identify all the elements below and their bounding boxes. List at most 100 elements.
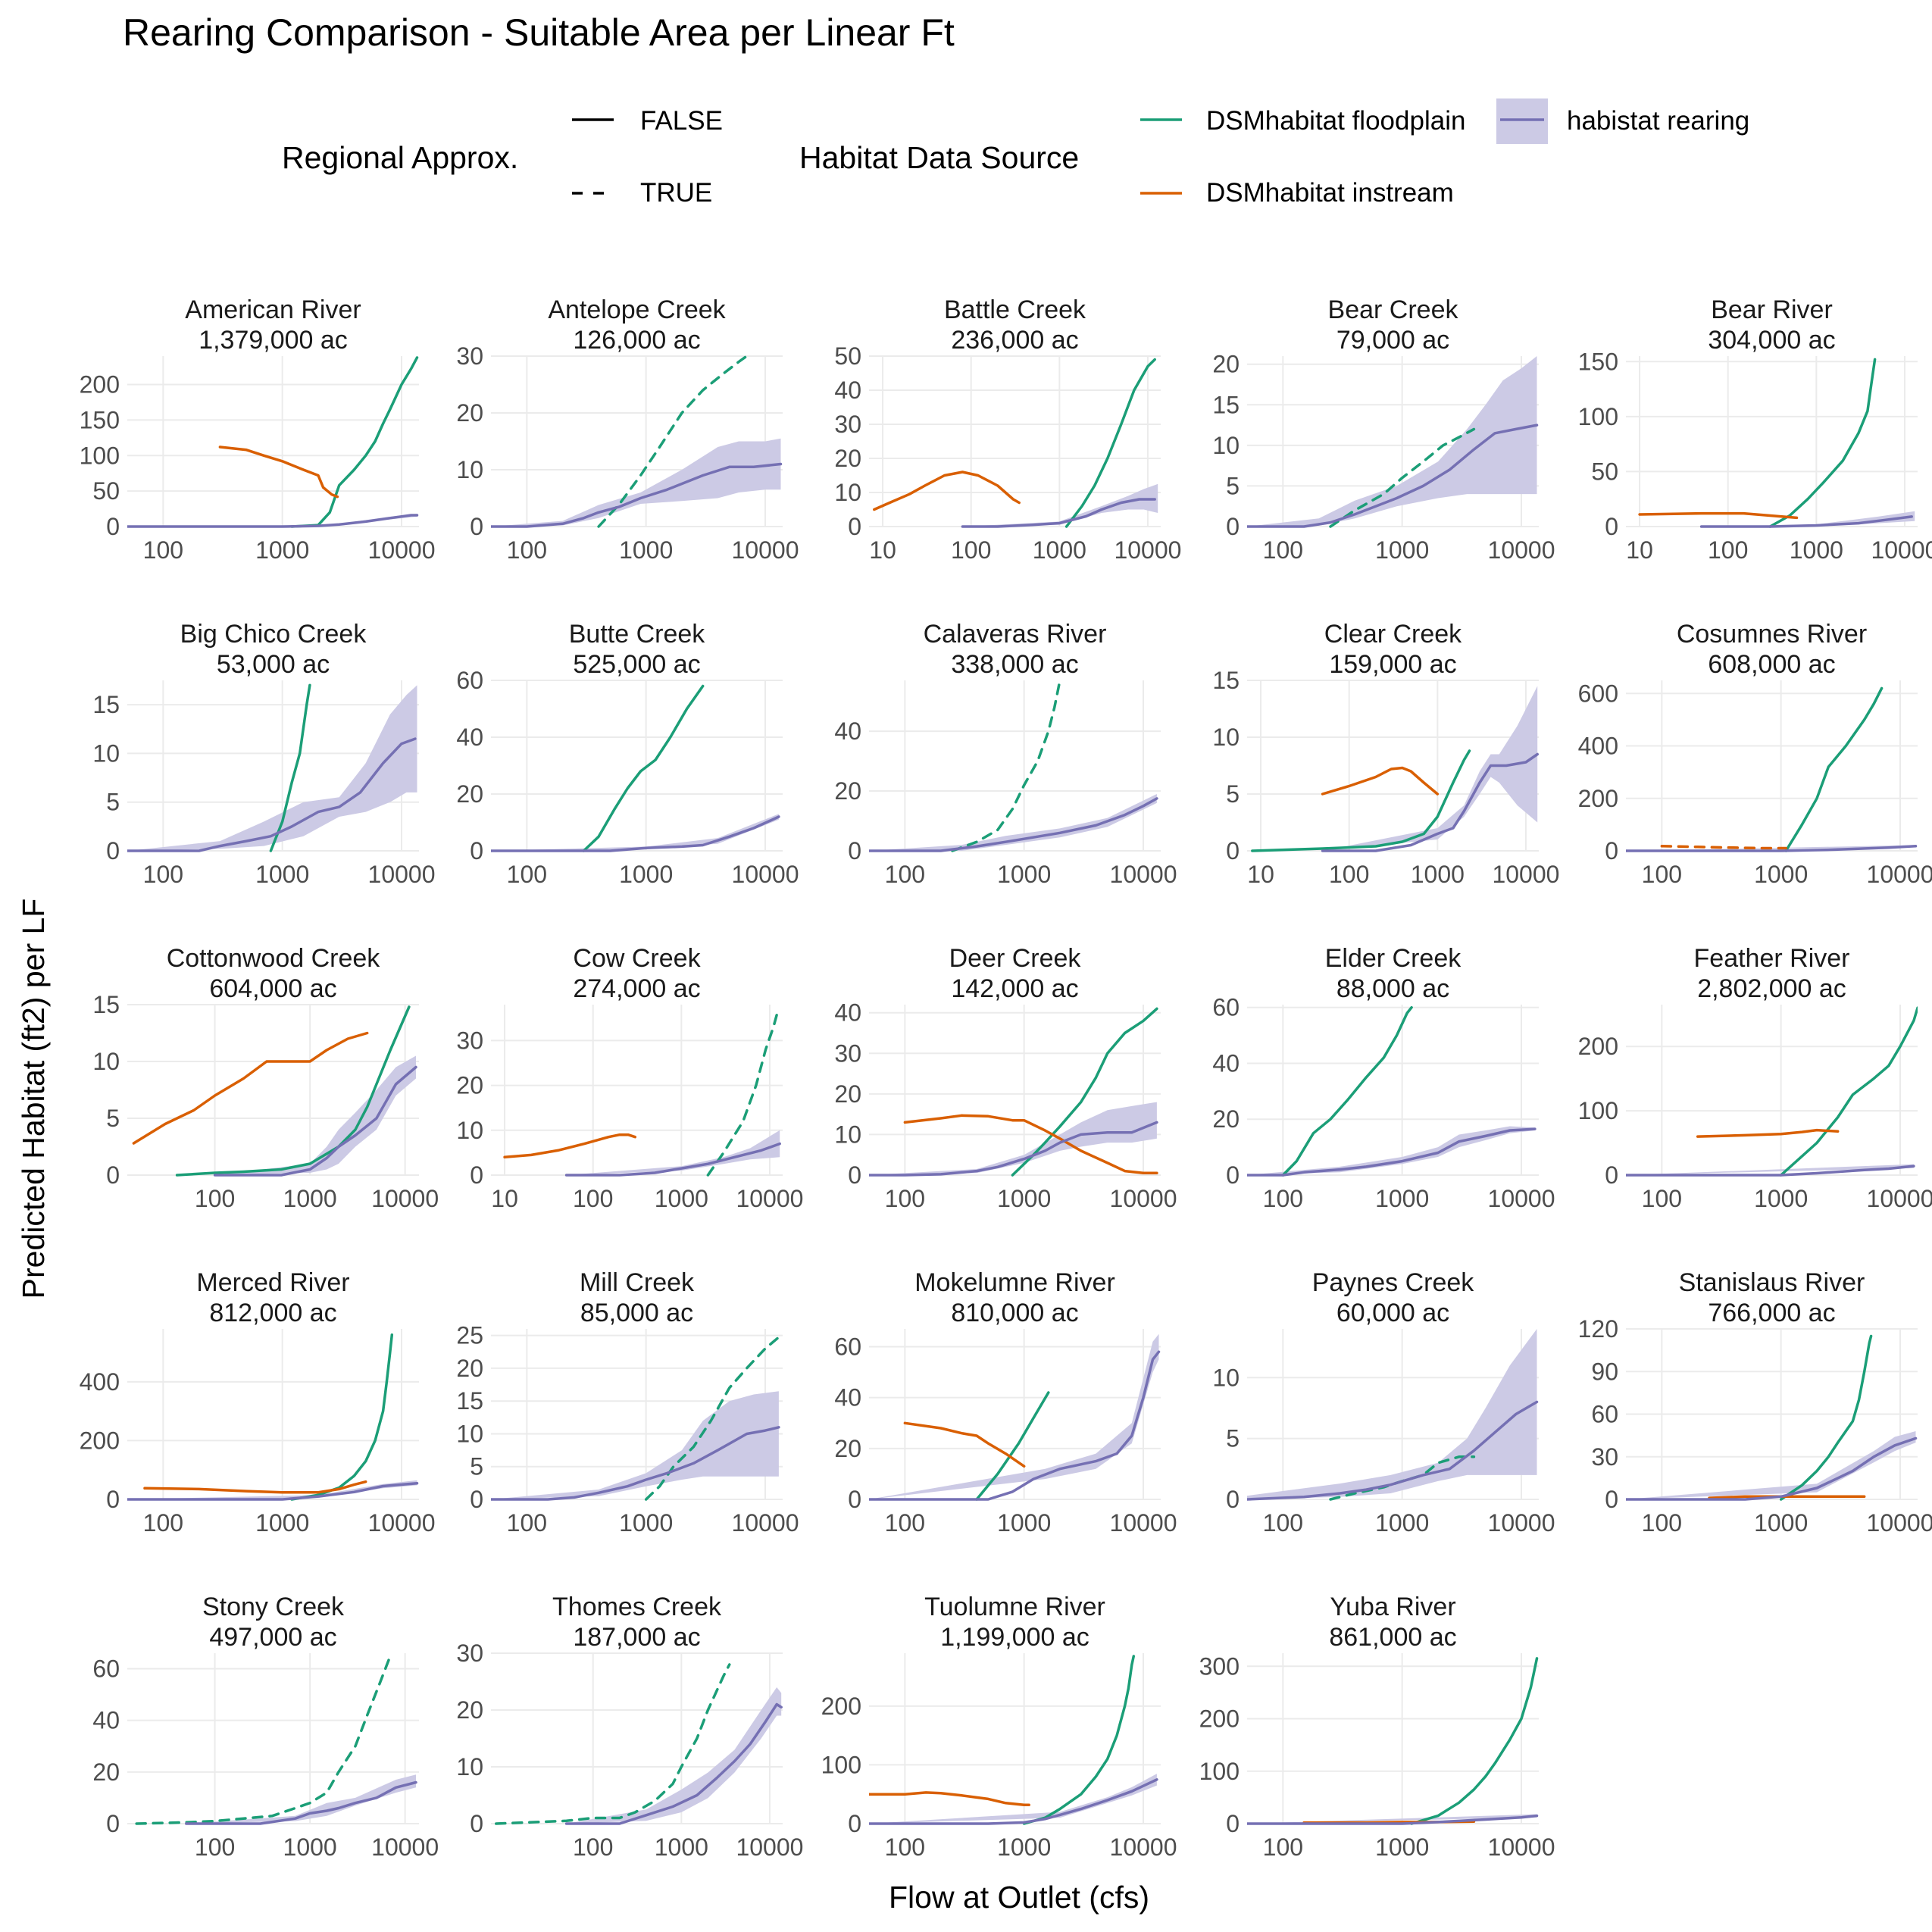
x-tick-label: 100 — [143, 536, 183, 564]
x-tick-label: 10000 — [1492, 861, 1559, 888]
floodplain-line — [1768, 358, 1877, 528]
x-tick-label: 1000 — [1375, 1509, 1429, 1537]
x-tick-label: 100 — [1642, 861, 1682, 888]
floodplain-line — [135, 1654, 392, 1825]
habistat-ribbon — [1626, 1431, 1916, 1499]
panel-area: 812,000 ac — [209, 1299, 336, 1327]
legend-label-habistat: habistat rearing — [1567, 106, 1749, 136]
floodplain-line — [706, 1008, 780, 1177]
panel-marks — [869, 1007, 1158, 1177]
y-tick-label: 40 — [834, 717, 861, 745]
panel-marks — [491, 1333, 783, 1501]
x-tick-label: 10 — [1247, 861, 1274, 888]
habistat-line — [869, 1778, 1158, 1825]
x-tick-label: 10000 — [371, 1185, 439, 1212]
habistat-ribbon — [1247, 356, 1537, 527]
x-tick-label: 1000 — [997, 1185, 1051, 1212]
x-tick-label: 100 — [1263, 1185, 1303, 1212]
panel-area: 159,000 ac — [1329, 650, 1456, 679]
legend-key-habistat-ribbon — [1496, 98, 1548, 144]
panel-title: Stony Creek — [202, 1593, 345, 1621]
y-tick-label: 30 — [1591, 1443, 1618, 1471]
panel-marks — [1638, 358, 1915, 528]
panel-area: 1,199,000 ac — [940, 1623, 1089, 1652]
y-tick-label: 200 — [1199, 1705, 1240, 1733]
x-tick-label: 100 — [573, 1185, 613, 1212]
habistat-line — [1247, 1127, 1537, 1177]
panel-marks — [1247, 1657, 1539, 1825]
x-tick-label: 10000 — [732, 861, 799, 888]
y-tick-label: 10 — [92, 739, 120, 767]
y-tick-label: 0 — [470, 1486, 483, 1513]
y-tick-label: 10 — [834, 1121, 861, 1148]
y-tick-label: 100 — [1199, 1758, 1240, 1785]
x-tick-label: 1000 — [1411, 861, 1465, 888]
y-tick-label: 0 — [106, 1486, 120, 1513]
y-tick-label: 10 — [456, 1753, 483, 1780]
floodplain-line — [1022, 1655, 1136, 1825]
habistat-ribbon — [962, 483, 1158, 527]
panel-marks — [869, 1333, 1161, 1501]
instream-line — [503, 1133, 637, 1159]
gridlines — [869, 1005, 1161, 1176]
y-tick-label: 10 — [92, 1048, 120, 1075]
panel-area: 85,000 ac — [580, 1299, 693, 1327]
y-tick-label: 60 — [1591, 1401, 1618, 1428]
y-tick-label: 5 — [106, 1105, 120, 1132]
floodplain-line — [269, 683, 311, 852]
habistat-line — [1626, 1436, 1918, 1501]
instream-line — [903, 1421, 1026, 1468]
panel-marks — [1247, 1329, 1539, 1501]
gridlines — [1626, 1005, 1918, 1176]
floodplain-line — [1779, 1006, 1918, 1177]
panel-marks — [869, 679, 1158, 852]
y-tick-label: 10 — [456, 456, 483, 483]
panel-title: Deer Creek — [949, 944, 1082, 973]
x-tick-label: 10000 — [1867, 861, 1932, 888]
x-tick-label: 1000 — [655, 1834, 708, 1861]
y-tick-label: 100 — [80, 442, 120, 469]
gridlines — [491, 680, 783, 852]
x-tick-label: 1000 — [1033, 536, 1086, 564]
gridlines — [869, 680, 1161, 852]
habistat-ribbon — [566, 1687, 782, 1824]
habistat-ribbon — [869, 794, 1157, 851]
floodplain-line — [290, 1333, 394, 1501]
y-tick-label: 0 — [1226, 513, 1240, 540]
y-tick-label: 200 — [80, 1427, 120, 1454]
y-tick-label: 0 — [1605, 1161, 1618, 1189]
x-tick-label: 1000 — [619, 861, 673, 888]
habistat-line — [185, 1780, 417, 1825]
y-tick-label: 20 — [456, 1072, 483, 1099]
gridlines — [491, 1652, 783, 1824]
x-tick-label: 10000 — [1110, 1185, 1177, 1212]
habistat-ribbon — [1322, 686, 1538, 851]
habistat-ribbon — [566, 1130, 780, 1175]
y-tick-label: 0 — [848, 513, 861, 540]
y-tick-label: 10 — [1212, 432, 1240, 459]
instream-line — [1696, 1128, 1840, 1138]
y-tick-label: 20 — [456, 780, 483, 808]
y-tick-label: 5 — [1226, 780, 1240, 808]
panel-title: Elder Creek — [1325, 944, 1462, 973]
floodplain-line — [951, 679, 1061, 852]
panel-title: Paynes Creek — [1312, 1268, 1475, 1297]
y-tick-label: 150 — [1578, 348, 1618, 375]
x-tick-label: 1000 — [997, 1509, 1051, 1537]
y-tick-label: 30 — [834, 411, 861, 438]
x-tick-label: 10000 — [736, 1834, 803, 1861]
y-tick-label: 50 — [1591, 458, 1618, 485]
panel-title: Merced River — [196, 1268, 349, 1297]
y-tick-label: 400 — [1578, 733, 1618, 760]
habistat-line — [127, 514, 419, 528]
panel-marks — [132, 1005, 417, 1177]
x-tick-label: 1000 — [1790, 536, 1843, 564]
instream-line — [1708, 1495, 1866, 1499]
